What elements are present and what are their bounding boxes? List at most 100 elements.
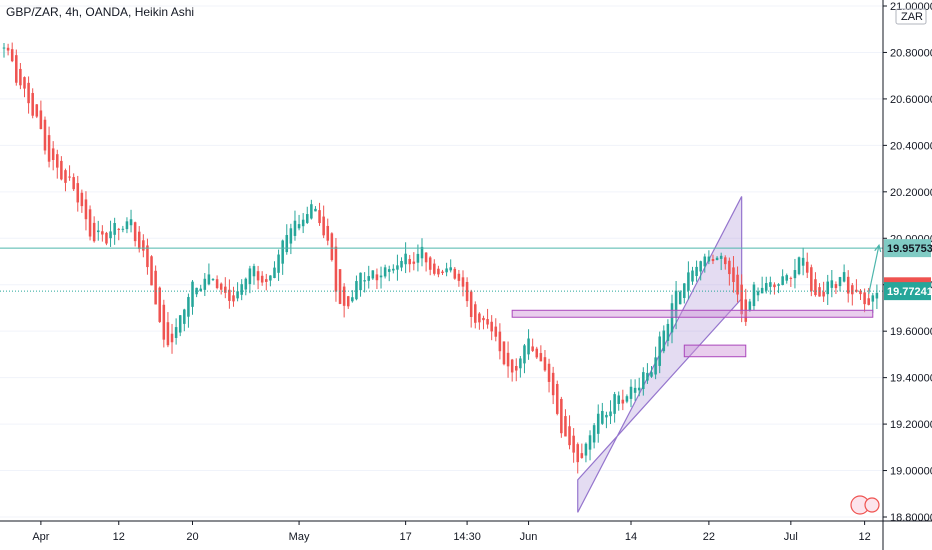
candle-body — [875, 292, 879, 299]
candle-body — [707, 256, 711, 262]
candle-body — [633, 387, 637, 393]
candle-body — [35, 104, 39, 117]
candle — [326, 218, 330, 246]
candle — [756, 287, 760, 302]
candle-body — [19, 68, 22, 86]
candle-body — [498, 331, 502, 352]
candle — [396, 254, 399, 281]
candle-body — [699, 261, 702, 272]
candle — [674, 281, 678, 330]
candle — [277, 249, 280, 281]
candle-body — [285, 235, 289, 253]
candle — [564, 409, 567, 437]
candle — [793, 258, 797, 289]
candle-body — [203, 278, 207, 290]
candle-body — [383, 267, 387, 277]
candle-body — [293, 220, 297, 236]
candle — [683, 283, 686, 304]
candle-body — [64, 170, 67, 183]
candle — [166, 312, 170, 348]
candle-body — [326, 225, 330, 241]
candle — [322, 205, 325, 239]
candle-body — [560, 398, 563, 434]
candle — [711, 254, 715, 265]
candle — [482, 315, 485, 330]
candle-body — [318, 210, 321, 224]
candle — [510, 358, 514, 382]
candle-body — [170, 333, 174, 343]
candle — [273, 261, 276, 279]
candle — [445, 262, 448, 277]
candle — [367, 265, 371, 289]
candle — [465, 277, 469, 307]
candle — [555, 380, 559, 416]
candle-body — [617, 395, 620, 404]
candle-body — [191, 281, 194, 307]
candle-body — [248, 268, 252, 285]
candle-body — [109, 231, 112, 239]
candle-body — [670, 303, 674, 333]
candle-body — [187, 297, 190, 317]
candle-body — [224, 286, 227, 293]
candle-body — [703, 256, 707, 267]
candle-body — [396, 265, 399, 270]
candle — [379, 266, 383, 289]
candle — [293, 210, 297, 241]
y-tick-label: 18.80000 — [890, 512, 932, 524]
candle-body — [334, 246, 338, 292]
candle — [170, 323, 174, 354]
candle-body — [39, 110, 43, 130]
candle-body — [133, 222, 137, 242]
candle — [301, 213, 305, 234]
candle-body — [359, 272, 362, 291]
candle — [662, 325, 666, 354]
x-tick-label: 14 — [625, 531, 637, 543]
candle-body — [654, 357, 657, 375]
candle-body — [404, 253, 407, 265]
candle-body — [92, 222, 96, 242]
candle-body — [199, 288, 202, 292]
candle — [47, 126, 51, 168]
candle-body — [207, 274, 211, 285]
candle — [23, 76, 26, 98]
candle — [416, 244, 420, 272]
candle — [810, 264, 813, 297]
candle — [371, 270, 375, 280]
candle-body — [301, 219, 305, 227]
candle — [240, 279, 243, 301]
candle-body — [142, 240, 145, 251]
candle — [408, 254, 411, 273]
candle-body — [31, 93, 34, 116]
candle — [678, 290, 682, 305]
candle-body — [129, 219, 133, 226]
candle — [461, 270, 465, 297]
candle — [646, 363, 649, 384]
candle-body — [314, 208, 317, 212]
candle-body — [277, 254, 280, 273]
candle-body — [121, 228, 125, 230]
candle — [633, 379, 637, 401]
drawings-front[interactable] — [0, 243, 883, 358]
x-tick-label: 12 — [858, 531, 870, 543]
candle — [113, 217, 116, 245]
candle-body — [514, 366, 518, 371]
candle-body — [678, 291, 682, 305]
candle-body — [732, 267, 735, 283]
candle — [207, 263, 211, 286]
tradingview-logo-icon — [850, 495, 880, 515]
candle — [535, 346, 539, 359]
candle — [162, 299, 166, 348]
candle — [613, 391, 616, 423]
candle-body — [564, 416, 567, 437]
candle-body — [260, 275, 264, 283]
candle-body — [461, 277, 465, 287]
candle — [281, 239, 284, 275]
candle-body — [367, 276, 371, 281]
candle-body — [785, 275, 789, 281]
support-zone — [511, 309, 874, 318]
candle — [68, 165, 71, 181]
candle-body — [408, 258, 411, 265]
candle — [687, 261, 690, 300]
